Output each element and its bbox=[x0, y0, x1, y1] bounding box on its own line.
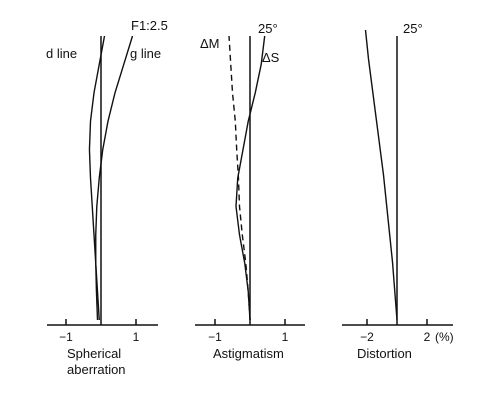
distortion-top-label: 25° bbox=[403, 21, 423, 36]
astigmatism-top-label: 25° bbox=[258, 21, 278, 36]
tick-label-1-1: 1 bbox=[282, 330, 289, 344]
distortion-panel: −2 2 (%) 25° Distortion bbox=[342, 21, 454, 361]
legend-g-line: g line bbox=[130, 46, 161, 61]
legend-delta-m: ΔM bbox=[200, 36, 220, 51]
series-line-0-0 bbox=[88, 35, 106, 321]
tick-label-2-1: 2 bbox=[424, 330, 431, 344]
spherical-top-label: F1:2.5 bbox=[131, 18, 168, 33]
series-line-1-1 bbox=[228, 35, 251, 321]
astigmatism-panel: −1 1 25° ΔM ΔS Astigmatism bbox=[195, 21, 305, 361]
tick-unit-label: (%) bbox=[435, 330, 454, 344]
tick-label-0-0: −1 bbox=[59, 330, 73, 344]
spherical-x-label: Spherical aberration bbox=[67, 346, 126, 377]
spherical-aberration-panel: −1 1 F1:2.5 d line g line Spherical aberra… bbox=[46, 18, 168, 377]
series-line-0-1 bbox=[95, 35, 134, 321]
series-line-2-0 bbox=[364, 29, 398, 321]
tick-label-1-0: −1 bbox=[208, 330, 222, 344]
astigmatism-x-label: Astigmatism bbox=[213, 346, 284, 361]
legend-delta-s: ΔS bbox=[262, 50, 280, 65]
distortion-x-label: Distortion bbox=[357, 346, 412, 361]
tick-label-0-1: 1 bbox=[133, 330, 140, 344]
tick-label-2-0: −2 bbox=[360, 330, 374, 344]
legend-d-line: d line bbox=[46, 46, 77, 61]
